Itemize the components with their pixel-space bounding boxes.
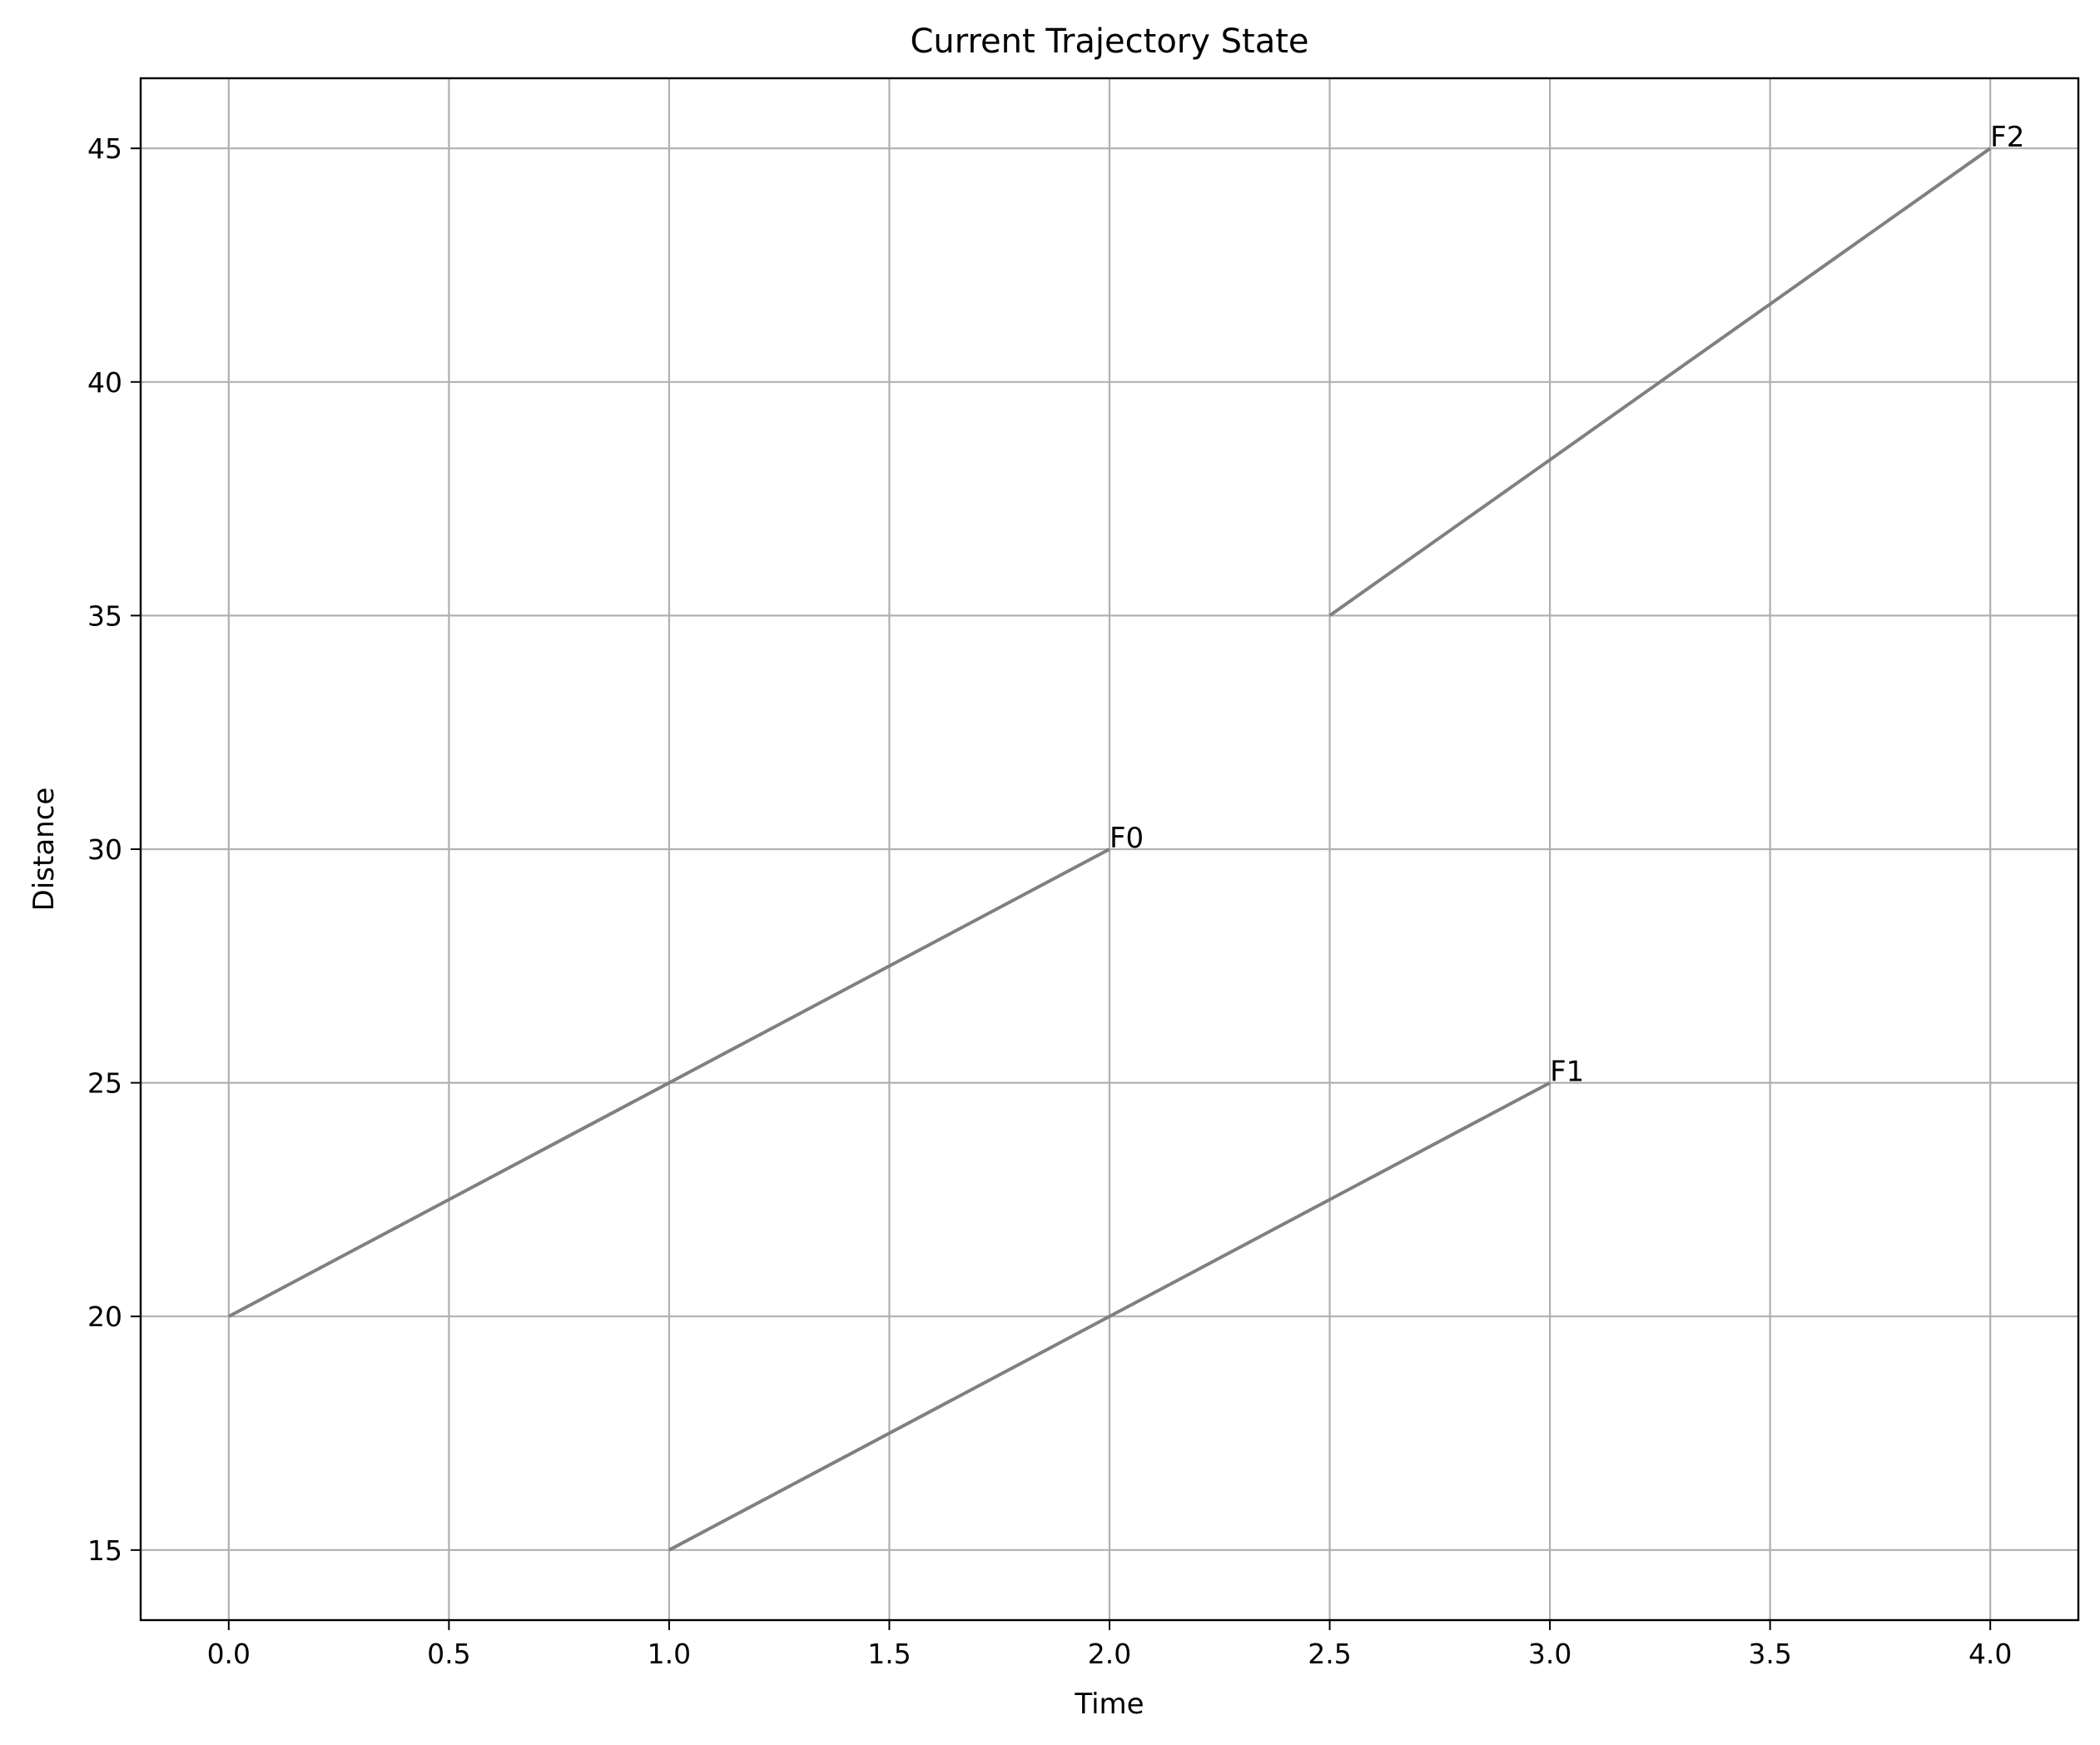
y-tick-label: 30 bbox=[87, 833, 122, 866]
y-tick-label: 40 bbox=[87, 366, 122, 399]
x-tick-label: 2.5 bbox=[1308, 1638, 1351, 1670]
y-axis-label: Distance bbox=[27, 788, 61, 912]
series-line-f2 bbox=[1328, 147, 1992, 618]
x-tick-label: 3.5 bbox=[1748, 1638, 1791, 1670]
x-tick-label: 4.0 bbox=[1968, 1638, 2012, 1670]
axis-ticks: 0.0 0.5 1.0 1.5 2.0 2.5 3.0 3.5 4.0 15 20 25 30 35 40 4… bbox=[87, 132, 2012, 1670]
y-tick-label: 20 bbox=[87, 1300, 122, 1333]
series-line-f0 bbox=[227, 848, 1110, 1318]
y-tick-label: 15 bbox=[87, 1534, 122, 1567]
series-label-f1: F1 bbox=[1550, 1056, 1584, 1089]
x-tick-label: 1.5 bbox=[867, 1638, 911, 1670]
series-line-f1 bbox=[668, 1081, 1551, 1552]
x-axis-label: Time bbox=[1074, 1688, 1144, 1721]
x-tick-label: 0.5 bbox=[427, 1638, 470, 1670]
x-tick-label: 0.0 bbox=[207, 1638, 251, 1670]
x-tick-label: 2.0 bbox=[1088, 1638, 1131, 1670]
y-tick-label: 45 bbox=[87, 132, 122, 165]
y-tick-label: 25 bbox=[87, 1067, 122, 1100]
series-label-f2: F2 bbox=[1990, 121, 2024, 154]
series-lines bbox=[227, 147, 1992, 1552]
chart-title: Current Trajectory State bbox=[910, 22, 1308, 61]
y-tick-label: 35 bbox=[87, 599, 122, 632]
x-tick-label: 3.0 bbox=[1528, 1638, 1571, 1670]
x-tick-label: 1.0 bbox=[648, 1638, 691, 1670]
series-label-f0: F0 bbox=[1110, 822, 1144, 855]
series-labels: F0 F1 F2 bbox=[1110, 121, 2024, 1088]
